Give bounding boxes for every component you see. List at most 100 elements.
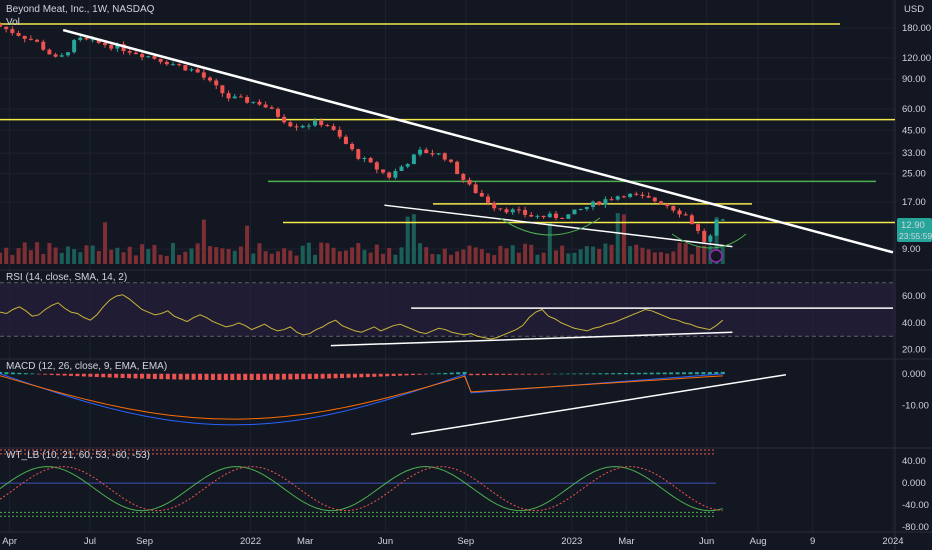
volume-bar (177, 254, 182, 264)
candle-body (16, 33, 21, 36)
candle-body (405, 164, 410, 167)
candle-body (263, 104, 268, 108)
candle-body (35, 39, 40, 42)
candle-body (337, 129, 342, 137)
volume-label: Vol (6, 17, 20, 28)
candle-body (158, 58, 163, 62)
time-tick-label: 2023 (561, 536, 582, 547)
volume-bar (251, 253, 256, 264)
price-badge-value: 12.90 (901, 220, 925, 231)
volume-bar (683, 243, 688, 264)
volume-bar (572, 252, 577, 264)
time-axis[interactable]: Apr Jul Sep 2022 Mar Jun Sep 2023 Mar Jun Aug 9 2024 (2, 536, 903, 547)
candle-body (356, 149, 361, 159)
volume-bar (238, 246, 243, 264)
volume-bar (615, 213, 620, 264)
macd-histogram-bar (694, 372, 699, 375)
candle-body (65, 52, 70, 56)
candle-body (658, 201, 663, 204)
volume-bar (486, 253, 491, 264)
candle-body (343, 136, 348, 144)
volume-bar (411, 214, 416, 264)
volume-bar (214, 247, 219, 264)
time-tick-label: Jul (84, 536, 96, 547)
macd-histogram-bar (30, 373, 35, 375)
candle-body (436, 153, 441, 155)
time-tick-label: Mar (618, 536, 634, 547)
macd-line (0, 373, 723, 426)
rsi-tick-label: 40.00 (902, 318, 926, 329)
macd-histogram-bar (688, 372, 693, 375)
candle-body (671, 205, 676, 211)
macd-histogram-bar (165, 373, 170, 380)
macd-histogram-bar (514, 373, 519, 375)
volume-bar (282, 248, 287, 264)
macd-histogram-bar (333, 373, 338, 379)
macd-histogram-bar (127, 373, 132, 379)
volume-bar (158, 254, 163, 264)
volume-bar (201, 219, 206, 264)
candle-body (424, 149, 429, 154)
candle-body (634, 193, 639, 195)
volume-bar (103, 222, 108, 264)
candle-body (504, 209, 509, 213)
volume-bar (325, 243, 330, 264)
wt-tick-label: -40.00 (902, 500, 929, 511)
macd-histogram-bar (630, 372, 635, 375)
volume-bar (22, 242, 27, 264)
macd-histogram-bar (449, 372, 454, 375)
macd-histogram-bar (572, 373, 577, 375)
event-marker (709, 249, 723, 263)
volume-bar (405, 216, 410, 264)
candle-body (4, 26, 9, 30)
macd-histogram-bar (223, 373, 228, 381)
candle-body (170, 64, 175, 66)
candle-body (257, 101, 262, 105)
volume-bar (53, 247, 58, 264)
macd-histogram-bar (656, 372, 661, 375)
volume-bar (652, 252, 657, 264)
time-tick-label: 2022 (240, 536, 261, 547)
volume-bar (430, 253, 435, 264)
candle-body (393, 170, 398, 178)
volume-bar (59, 252, 64, 264)
candle-body (652, 197, 657, 202)
macd-histogram-bar (430, 373, 435, 375)
volume-bar (288, 250, 293, 264)
macd-histogram-bar (185, 373, 190, 380)
volume-bar (269, 253, 274, 264)
macd-histogram-bar (682, 372, 687, 375)
macd-histogram-bar (159, 373, 164, 380)
macd-histogram-bar (4, 372, 9, 375)
volume-bar (492, 255, 497, 264)
trendlines[interactable] (62, 28, 894, 263)
wt-tick-label: -80.00 (902, 522, 929, 533)
macd-histogram-bar (320, 373, 325, 379)
macd-histogram-bar (107, 373, 112, 378)
candle-body (380, 169, 385, 173)
volume-bar (498, 245, 503, 264)
macd-histogram-bar (314, 373, 319, 379)
candle-body (103, 42, 108, 46)
macd-histogram-bar (378, 373, 383, 377)
candle-body (442, 153, 447, 160)
macd-histogram-bar (552, 373, 557, 375)
price-axis[interactable]: 180.00 120.00 90.00 60.00 45.00 33.00 25.00 17.… (902, 23, 931, 533)
macd-histogram-bar (720, 371, 725, 375)
volume-bar (133, 255, 138, 264)
volume-bar (257, 243, 262, 264)
volume-bar (300, 245, 305, 264)
macd-histogram-bar (578, 373, 583, 375)
macd-histogram-bar (707, 372, 712, 375)
candle-body (78, 37, 83, 41)
candle-body (418, 149, 423, 155)
macd-histogram-bar (198, 373, 203, 380)
macd-histogram-bar (288, 373, 293, 380)
candle-body (164, 61, 169, 65)
macd-histogram-bar (101, 373, 106, 378)
volume-bar (597, 248, 602, 264)
volume-bar (331, 247, 336, 264)
volume-bar (337, 251, 342, 264)
candle-body (313, 120, 318, 126)
